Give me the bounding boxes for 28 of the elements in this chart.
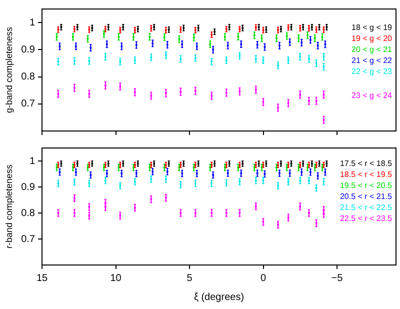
- y-tick-label: 0.8: [21, 208, 36, 219]
- text: 23 < g < 24: [352, 90, 393, 100]
- text: 21 < g < 22: [352, 56, 393, 66]
- text: 19 < g < 20: [352, 34, 393, 44]
- text: 22 < g < 23: [352, 67, 393, 76]
- y-tick-label: 0.7: [21, 98, 36, 110]
- x-axis-title: ξ (degrees): [194, 292, 244, 303]
- series-label: 18.5 < r < 19.5: [340, 170, 393, 179]
- x-tick-label: 15: [36, 272, 48, 284]
- text: 18 < g < 19: [352, 23, 393, 32]
- x-tick-label: 0: [260, 272, 266, 284]
- x-tick-label: 5: [186, 272, 193, 284]
- series-label: 17.5 < r < 18.5: [340, 158, 393, 168]
- text: 20 < g < 21: [352, 45, 393, 54]
- x-tick-label: 10: [110, 272, 122, 284]
- y-tick-label: 1: [29, 156, 36, 167]
- y-tick-label: 0.9: [21, 44, 36, 56]
- x-tick-label: −5: [331, 272, 344, 284]
- y-tick-label: 1: [29, 17, 36, 28]
- y-tick-label: 0.9: [21, 182, 36, 193]
- text: 19.5 < r < 20.5: [340, 180, 393, 190]
- text: 21.5 < r < 22.5: [340, 202, 393, 212]
- text: 20.5 < r < 21.5: [340, 192, 393, 201]
- series-label: 22.5 < r < 23.5: [340, 214, 393, 223]
- y-axis-title: r-band completeness: [4, 164, 14, 249]
- y-tick-label: 0.7: [21, 234, 36, 245]
- y-axis-title: g-band completeness: [4, 26, 14, 114]
- y-tick-label: 0.8: [21, 72, 36, 83]
